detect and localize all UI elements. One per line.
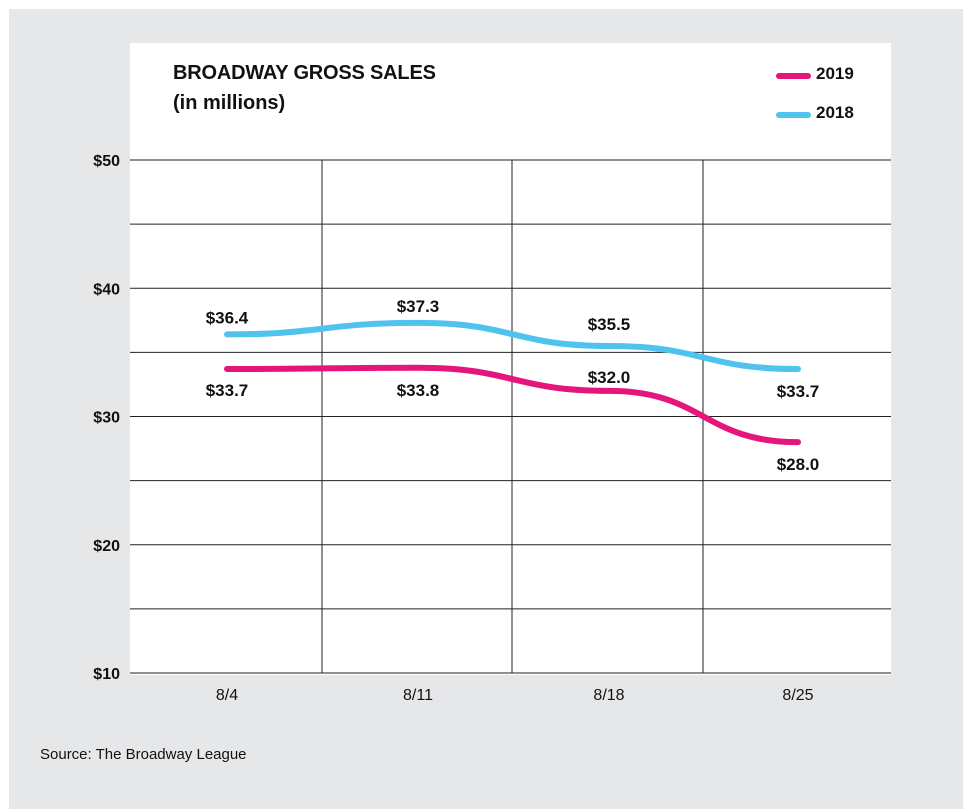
grid xyxy=(130,159,891,674)
data-label-2018: $37.3 xyxy=(397,297,440,316)
legend-label-2019: 2019 xyxy=(816,64,854,83)
x-tick-label: 8/11 xyxy=(403,687,433,704)
x-tick-label: 8/18 xyxy=(593,687,624,704)
y-tick-label: $30 xyxy=(93,410,120,427)
y-tick-label: $40 xyxy=(93,281,120,298)
legend-label-2018: 2018 xyxy=(816,103,854,122)
y-tick-label: $20 xyxy=(93,538,120,555)
series-line-2018 xyxy=(224,319,801,373)
legend-swatch-2018 xyxy=(776,112,811,118)
y-tick-label: $50 xyxy=(93,153,120,170)
data-label-2019: $33.8 xyxy=(397,381,440,400)
series-line-2019 xyxy=(224,364,801,446)
data-label-2019: $32.0 xyxy=(588,368,631,387)
data-label-2019: $33.7 xyxy=(206,381,249,400)
data-label-2019: $28.0 xyxy=(777,455,820,474)
data-label-2018: $35.5 xyxy=(588,315,631,334)
data-label-2018: $33.7 xyxy=(777,382,820,401)
series-lines xyxy=(224,319,801,446)
legend-swatch-2019 xyxy=(776,73,811,79)
y-axis-ticks: $10 $20 $30 $40 $50 xyxy=(93,153,120,683)
y-tick-label: $10 xyxy=(93,666,120,683)
data-label-2018: $36.4 xyxy=(206,308,249,327)
plot-panel xyxy=(130,43,891,675)
chart-title: BROADWAY GROSS SALES xyxy=(173,62,436,84)
chart-subtitle: (in millions) xyxy=(173,92,286,114)
data-labels: $33.7 $33.8 $32.0 $28.0 $36.4 $37.3 $35.5 $33.7 xyxy=(206,297,820,474)
x-axis-ticks: 8/4 8/11 8/18 8/25 xyxy=(216,687,814,704)
x-tick-label: 8/25 xyxy=(782,687,813,704)
source-note: Source: The Broadway League xyxy=(40,746,247,763)
x-tick-label: 8/4 xyxy=(216,687,238,704)
